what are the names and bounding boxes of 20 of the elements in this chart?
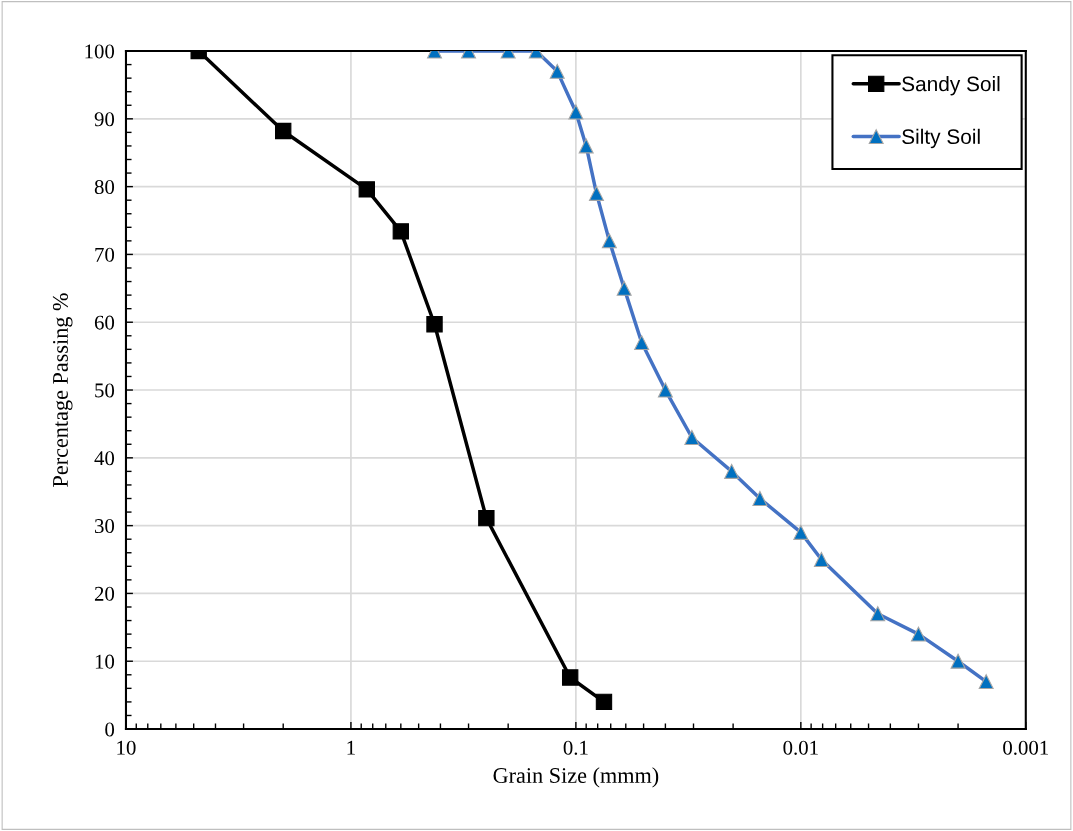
- legend-label: Silty Soil: [902, 128, 980, 149]
- x-tick-label: 0.001: [1003, 740, 1048, 755]
- x-tick-label: 0.01: [783, 740, 818, 755]
- y-tick-label: 70: [95, 247, 115, 262]
- y-tick-label: 20: [94, 586, 115, 601]
- x-axis-title: Grain Size (mmm): [493, 767, 659, 788]
- x-tick-label: 1: [347, 740, 355, 755]
- y-tick-label: 50: [95, 383, 115, 398]
- y-tick-label: 10: [95, 654, 115, 669]
- y-tick-label: 100: [85, 44, 115, 59]
- y-axis-title: Percentage Passing %: [52, 293, 73, 487]
- y-tick-label: 80: [94, 180, 115, 195]
- y-tick-label: 0: [105, 722, 115, 737]
- y-tick-label: 60: [94, 315, 115, 330]
- y-tick-label: 90: [94, 112, 115, 127]
- y-tick-label: 30: [95, 519, 115, 534]
- x-tick-label: 0.1: [563, 740, 588, 755]
- x-tick-label: 10: [117, 740, 136, 755]
- y-tick-label: 40: [94, 451, 115, 466]
- legend-label: Sandy Soil: [902, 76, 1000, 96]
